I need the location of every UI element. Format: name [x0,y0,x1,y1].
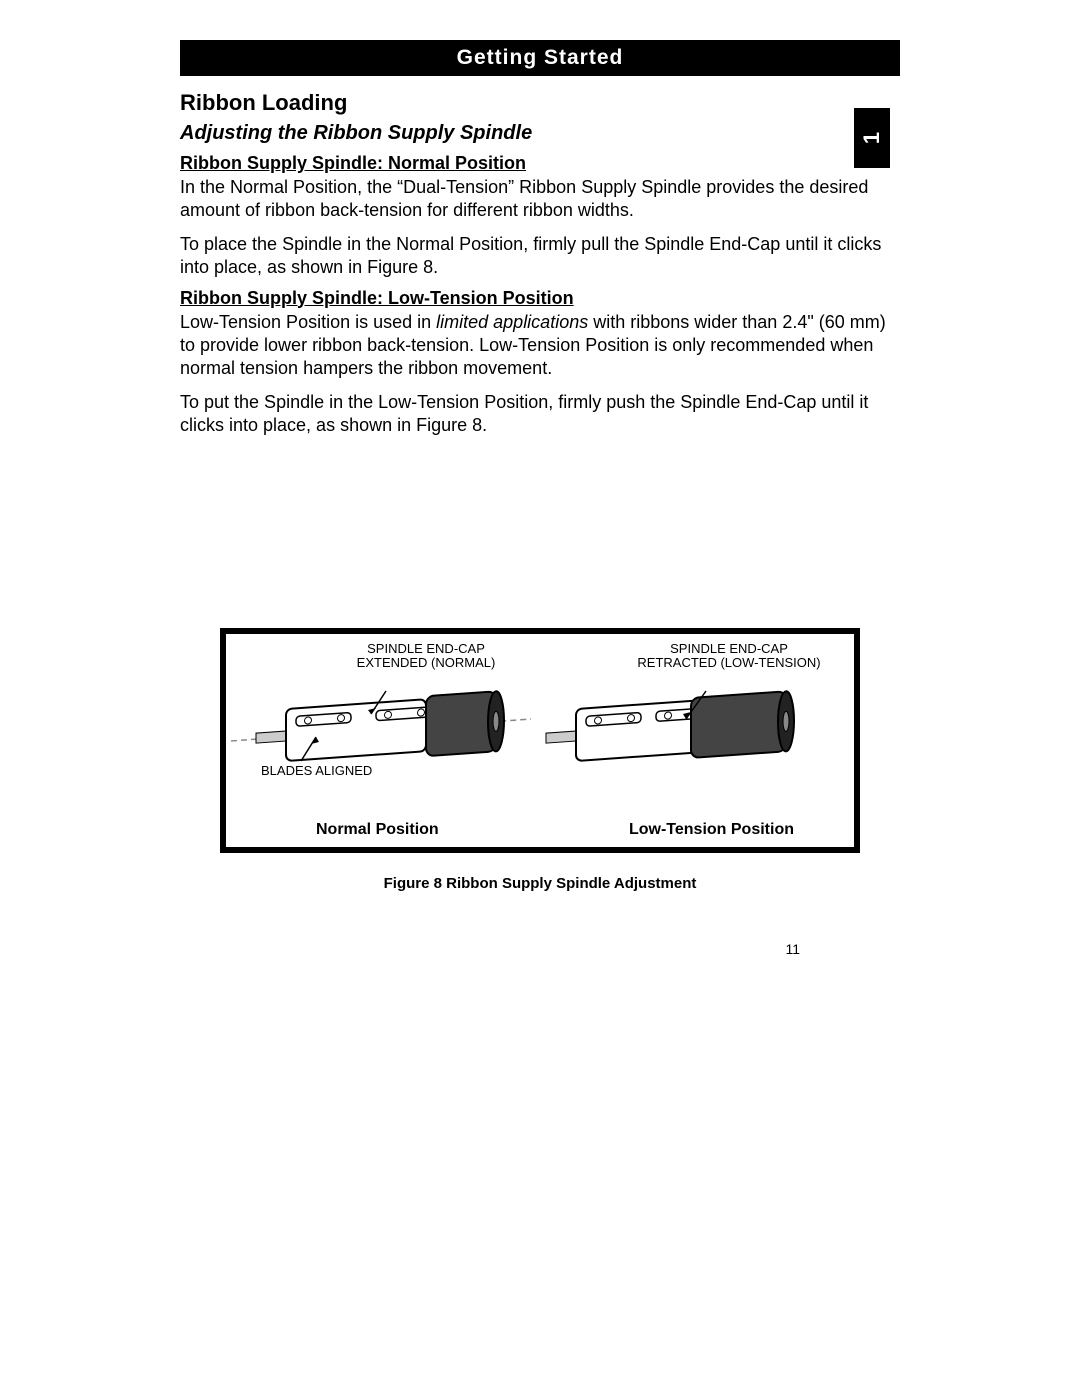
callout-left-top: SPINDLE END-CAPEXTENDED (NORMAL) [336,642,516,671]
subsection-heading: Adjusting the Ribbon Supply Spindle [180,122,900,145]
spindle-low-tension-diagram [536,679,836,789]
normal-para2: To place the Spindle in the Normal Posit… [180,233,900,280]
low-para1a: Low-Tension Position is used in [180,312,436,332]
page-number: 11 [785,941,800,957]
low-tension-heading: Ribbon Supply Spindle: Low-Tension Posit… [180,288,900,309]
callout-right-top: SPINDLE END-CAPRETRACTED (LOW-TENSION) [614,642,844,671]
chapter-title: Getting Started [457,46,624,69]
low-para1: Low-Tension Position is used in limited … [180,311,900,381]
low-tension-position-label: Low-Tension Position [629,821,794,839]
figure-box: SPINDLE END-CAPEXTENDED (NORMAL) SPINDLE… [220,628,860,853]
normal-position-heading: Ribbon Supply Spindle: Normal Position [180,153,900,174]
section-heading: Ribbon Loading [180,90,900,116]
low-para2: To put the Spindle in the Low-Tension Po… [180,391,900,438]
chapter-tab: 1 [854,108,890,168]
low-para1-em: limited applications [436,312,588,332]
spindle-normal-diagram [231,679,531,789]
normal-para1: In the Normal Position, the “Dual-Tensio… [180,176,900,223]
chapter-header: Getting Started [180,40,900,76]
figure-caption: Figure 8 Ribbon Supply Spindle Adjustmen… [180,875,900,892]
normal-position-label: Normal Position [316,821,439,839]
chapter-tab-label: 1 [859,132,885,144]
document-page: Getting Started 1 Ribbon Loading Adjusti… [0,0,1080,1397]
